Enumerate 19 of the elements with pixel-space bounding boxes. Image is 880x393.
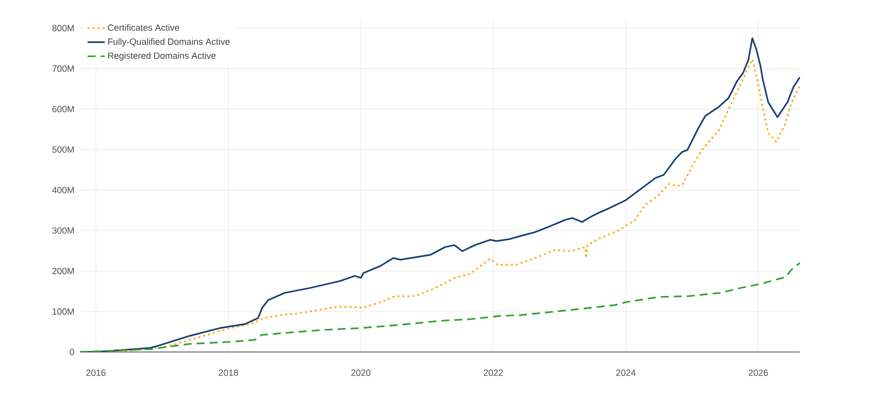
x-tick-label: 2024 xyxy=(616,370,636,376)
y-tick-label: 200M xyxy=(52,268,74,274)
y-tick-label: 700M xyxy=(52,65,74,72)
y-tick-label: 0 xyxy=(70,348,74,356)
legend-label: Fully-Qualified Domains Active xyxy=(108,38,230,47)
y-tick-label: 300M xyxy=(52,227,74,234)
y-tick-label: 100M xyxy=(52,308,74,315)
y-tick-label: 400M xyxy=(52,186,74,194)
x-tick-label: 2020 xyxy=(351,370,371,376)
y-tick-label: 800M xyxy=(52,24,74,32)
x-tick-label: 2026 xyxy=(748,370,768,376)
line-series xyxy=(80,262,800,352)
x-tick-label: 2018 xyxy=(218,370,238,376)
legend-label: Certificates Active xyxy=(108,24,180,31)
x-tick-label: 2022 xyxy=(484,370,503,376)
legend-label: Registered Domains Active xyxy=(108,52,216,61)
y-tick-label: 500M xyxy=(52,146,74,153)
x-tick-label: 2016 xyxy=(86,370,106,376)
y-tick-label: 600M xyxy=(52,106,74,112)
